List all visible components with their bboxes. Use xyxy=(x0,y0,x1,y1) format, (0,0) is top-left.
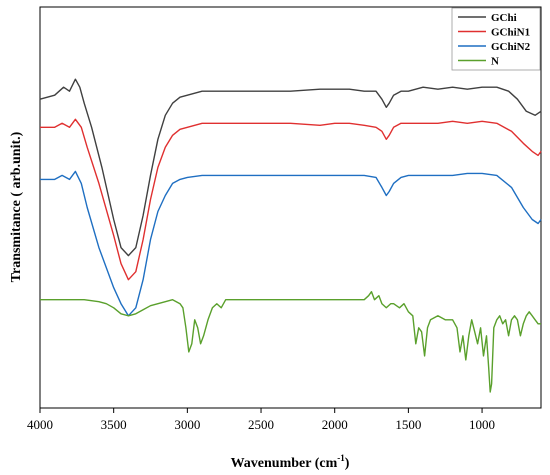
x-axis-ticks: 4000 3500 3000 2500 2000 1500 1000 xyxy=(27,408,495,432)
series-line-gchin2 xyxy=(40,170,542,317)
x-tick-label: 1000 xyxy=(469,417,495,432)
y-axis-title: Transmitance ( arb.unit.) xyxy=(9,131,24,282)
x-axis-title-sup: -1 xyxy=(337,453,345,463)
series-line-n xyxy=(40,291,541,393)
series-layer xyxy=(39,78,542,393)
series-line-gchi xyxy=(39,78,542,257)
x-tick-label: 3000 xyxy=(174,417,200,432)
legend-label-gchi: GChi xyxy=(491,12,517,24)
x-axis-title: Wavenumber (cm-1) xyxy=(231,453,350,471)
legend-label-n: N xyxy=(491,56,499,68)
series-line-gchin1 xyxy=(40,118,542,281)
x-axis-title-main: Wavenumber (cm xyxy=(231,456,338,471)
x-tick-label: 1500 xyxy=(395,417,421,432)
x-tick-label: 3500 xyxy=(101,417,127,432)
x-tick-label: 2000 xyxy=(322,417,348,432)
plot-frame xyxy=(39,6,542,409)
x-tick-label: 2500 xyxy=(248,417,274,432)
legend-label-gchin1: GChiN1 xyxy=(491,27,530,39)
legend: GChi GChiN1 GChiN2 N xyxy=(451,7,541,71)
legend-box xyxy=(451,7,541,71)
x-tick-label: 4000 xyxy=(27,417,53,432)
legend-label-gchin2: GChiN2 xyxy=(491,41,531,53)
x-axis-title-close: ) xyxy=(345,456,350,471)
